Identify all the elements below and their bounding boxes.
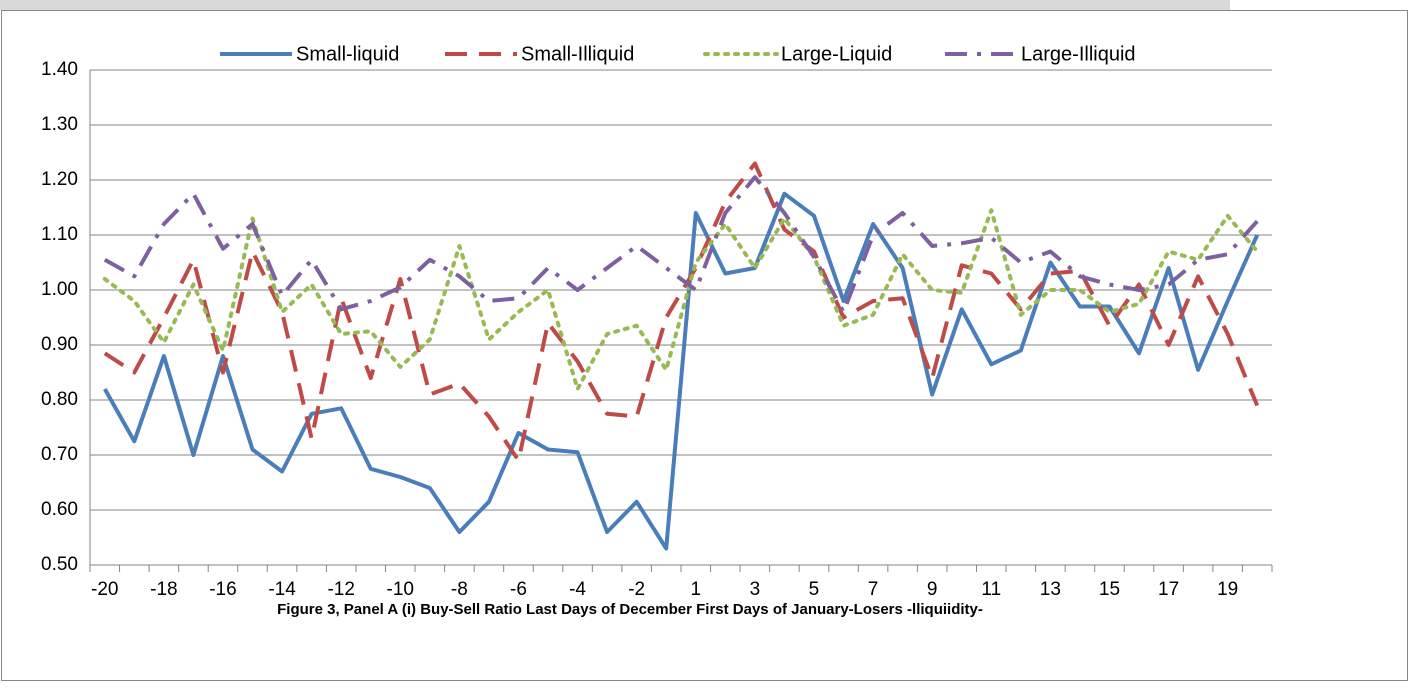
y-tick-label: 1.40 bbox=[41, 59, 78, 80]
x-tick-label: -14 bbox=[268, 579, 296, 600]
x-tick-label: -8 bbox=[451, 579, 468, 600]
y-tick-label: 0.90 bbox=[41, 334, 78, 355]
chart-title: Figure 3, Panel A (i) Buy-Sell Ratio Las… bbox=[277, 601, 983, 618]
x-tick-label: 3 bbox=[750, 579, 761, 600]
series-line bbox=[102, 208, 1260, 391]
x-tick-label: 11 bbox=[981, 579, 1001, 600]
x-tick-label: 13 bbox=[1040, 579, 1061, 600]
x-tick-label: -10 bbox=[387, 579, 414, 600]
x-tick-label: 19 bbox=[1217, 579, 1238, 600]
series-line bbox=[103, 191, 1260, 551]
y-tick-label: 0.80 bbox=[41, 389, 78, 410]
y-tick-label: 1.30 bbox=[41, 114, 78, 135]
series-line bbox=[103, 175, 1259, 314]
x-tick-label: -16 bbox=[209, 579, 236, 600]
chart-border bbox=[1, 10, 1408, 681]
x-tick-label: 9 bbox=[927, 579, 938, 600]
x-tick-label: -2 bbox=[628, 579, 645, 600]
legend-label: Large-Liquid bbox=[781, 43, 892, 65]
y-tick-label: 1.20 bbox=[41, 169, 78, 190]
top-band bbox=[0, 0, 1230, 10]
x-tick-label: 1 bbox=[690, 579, 701, 600]
series-line bbox=[103, 161, 1260, 463]
x-tick-label: -20 bbox=[91, 579, 118, 600]
x-tick-label: 17 bbox=[1158, 579, 1179, 600]
legend-label: Small-Illiquid bbox=[521, 43, 634, 65]
x-tick-label: 7 bbox=[868, 579, 879, 600]
x-tick-label: -12 bbox=[327, 579, 354, 600]
x-tick-label: -18 bbox=[150, 579, 177, 600]
y-tick-label: 0.60 bbox=[41, 499, 78, 520]
y-tick-label: 1.10 bbox=[41, 224, 78, 245]
x-tick-label: 5 bbox=[809, 579, 820, 600]
x-tick-label: -6 bbox=[510, 579, 527, 600]
legend-label: Large-Illiquid bbox=[1021, 43, 1136, 65]
y-tick-label: 0.70 bbox=[41, 444, 78, 465]
x-tick-label: 15 bbox=[1099, 579, 1120, 600]
y-tick-label: 1.00 bbox=[41, 279, 78, 300]
y-tick-label: 0.50 bbox=[41, 554, 78, 575]
legend-label: Small-liquid bbox=[296, 43, 399, 65]
x-tick-label: -4 bbox=[569, 579, 586, 600]
